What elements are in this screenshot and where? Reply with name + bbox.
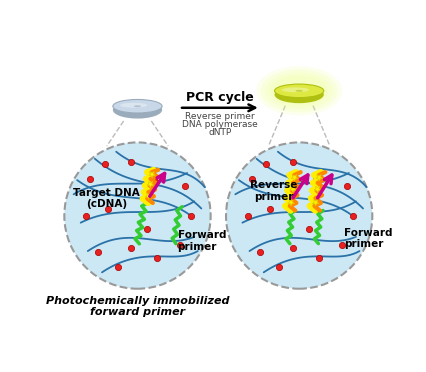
Ellipse shape	[113, 101, 162, 119]
Ellipse shape	[265, 73, 333, 109]
Ellipse shape	[261, 69, 338, 112]
Text: Photochemically immobilized
forward primer: Photochemically immobilized forward prim…	[46, 296, 229, 317]
Ellipse shape	[134, 105, 141, 107]
Ellipse shape	[274, 86, 324, 103]
Text: Forward
primer: Forward primer	[178, 230, 226, 252]
Polygon shape	[314, 186, 321, 192]
Text: Reverse
primer: Reverse primer	[250, 180, 297, 202]
Ellipse shape	[226, 142, 372, 289]
Polygon shape	[145, 193, 152, 199]
Ellipse shape	[256, 66, 343, 115]
Polygon shape	[312, 200, 319, 206]
Text: Reverse primer: Reverse primer	[185, 112, 255, 121]
Polygon shape	[291, 175, 298, 181]
Ellipse shape	[120, 103, 147, 108]
Polygon shape	[288, 200, 294, 206]
Text: Forward
primer: Forward primer	[344, 228, 392, 250]
Ellipse shape	[64, 142, 210, 289]
Text: DNA polymerase: DNA polymerase	[182, 120, 258, 129]
Ellipse shape	[113, 99, 162, 113]
Ellipse shape	[274, 84, 324, 97]
Polygon shape	[316, 175, 322, 181]
Polygon shape	[290, 186, 296, 192]
Polygon shape	[149, 171, 155, 178]
Polygon shape	[147, 182, 154, 188]
Text: Target DNA
(cDNA): Target DNA (cDNA)	[73, 188, 140, 209]
Text: dNTP: dNTP	[208, 128, 231, 137]
Text: PCR cycle: PCR cycle	[186, 91, 254, 104]
Ellipse shape	[270, 76, 328, 106]
Ellipse shape	[282, 87, 309, 92]
Ellipse shape	[296, 90, 303, 92]
